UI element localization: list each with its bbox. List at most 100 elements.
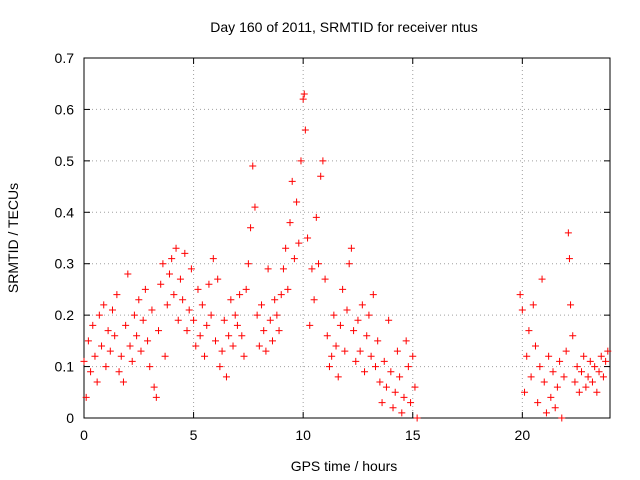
data-point (157, 280, 165, 288)
x-tick-label: 0 (80, 427, 88, 443)
data-point (527, 373, 535, 381)
data-point (398, 409, 406, 417)
data-point (179, 296, 187, 304)
data-point (391, 388, 399, 396)
data-point (565, 255, 573, 263)
data-point (525, 327, 533, 335)
data-point (516, 291, 524, 299)
data-point (315, 260, 323, 268)
tick-layer: 0 0.1 0.2 0.3 0.4 0.5 0.6 0.7 0 5 10 15 20 (55, 50, 610, 443)
y-tick-label: 0 (66, 410, 74, 426)
data-point (205, 280, 213, 288)
data-point (371, 363, 379, 371)
data-point (312, 213, 320, 221)
y-tick-label: 0.6 (55, 101, 75, 117)
y-tick-label: 0.1 (55, 359, 75, 375)
data-point (343, 306, 351, 314)
data-point (536, 363, 544, 371)
data-point (341, 347, 349, 355)
data-point (104, 327, 112, 335)
data-point (560, 373, 568, 381)
data-point (244, 260, 252, 268)
data-point (599, 373, 607, 381)
data-point (251, 203, 259, 211)
data-point (209, 255, 217, 263)
data-point (591, 363, 599, 371)
data-point (133, 332, 141, 340)
data-point (201, 352, 209, 360)
data-point (106, 347, 114, 355)
data-point (80, 357, 88, 365)
data-point (113, 291, 121, 299)
plot-frame (83, 57, 611, 419)
data-point (249, 162, 257, 170)
data-point (198, 301, 206, 309)
data-point (358, 301, 366, 309)
x-tick-label: 10 (295, 427, 311, 443)
data-point (518, 306, 526, 314)
y-axis-title: SRMTID / TECUs (5, 183, 21, 293)
data-point (328, 352, 336, 360)
data-point (196, 332, 204, 340)
data-point (161, 352, 169, 360)
data-point (148, 306, 156, 314)
data-point (586, 357, 594, 365)
data-point (345, 260, 353, 268)
data-point (306, 321, 314, 329)
data-point (135, 296, 143, 304)
data-point (220, 316, 228, 324)
data-point (569, 332, 577, 340)
data-point (380, 357, 388, 365)
data-point (354, 316, 362, 324)
data-point (534, 399, 542, 407)
data-point (279, 265, 287, 273)
data-point (277, 291, 285, 299)
data-point (122, 321, 130, 329)
data-point (266, 316, 274, 324)
data-point (295, 239, 303, 247)
data-point (231, 311, 239, 319)
data-point (523, 352, 531, 360)
data-point (582, 383, 590, 391)
data-point (130, 311, 138, 319)
data-point (236, 291, 244, 299)
data-point (139, 316, 147, 324)
data-point (170, 291, 178, 299)
data-points (80, 90, 612, 422)
data-point (258, 301, 266, 309)
data-point (529, 301, 537, 309)
data-point (194, 285, 202, 293)
grid-layer (84, 58, 610, 418)
data-point (141, 285, 149, 293)
data-point (87, 368, 95, 376)
data-point (102, 363, 110, 371)
data-point (310, 296, 318, 304)
data-point (111, 332, 119, 340)
data-point (404, 363, 412, 371)
data-point (185, 306, 193, 314)
data-point (273, 311, 281, 319)
data-point (187, 265, 195, 273)
data-point (300, 90, 308, 98)
data-point (183, 327, 191, 335)
data-point (119, 378, 127, 386)
data-point (556, 357, 564, 365)
data-point (253, 311, 261, 319)
data-point (402, 337, 410, 345)
y-tick-label: 0.4 (55, 204, 75, 220)
data-point (212, 337, 219, 345)
data-point (545, 352, 553, 360)
data-point (181, 249, 189, 257)
data-point (227, 296, 235, 304)
data-point (604, 347, 612, 355)
data-point (100, 301, 108, 309)
data-point (304, 234, 312, 242)
data-point (356, 347, 364, 355)
data-point (124, 270, 132, 278)
data-point (282, 244, 290, 252)
data-point (389, 404, 397, 412)
data-point (593, 388, 601, 396)
data-point (222, 373, 230, 381)
data-point (176, 275, 184, 283)
